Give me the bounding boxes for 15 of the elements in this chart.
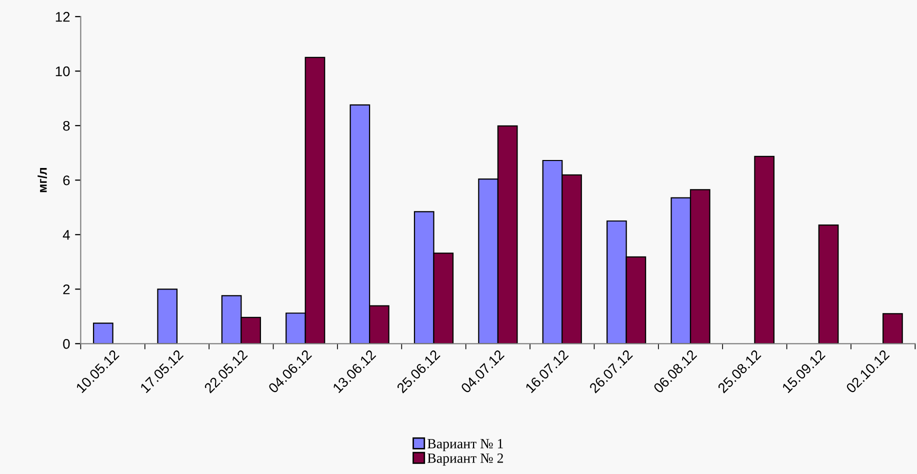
y-tick-label: 6 [63,175,70,186]
y-tick-label: 12 [56,12,70,22]
y-axis-title: мг/л [38,168,47,192]
y-tick-label: 4 [62,230,70,240]
bar [92,322,114,344]
bar [818,224,839,344]
y-tick-label: 10 [56,66,70,76]
bar [882,313,903,344]
legend-label: Вариант № 2 [428,454,503,466]
bar [754,156,775,344]
y-tick-label: 0 [63,338,70,349]
y-tick-label: 8 [63,120,70,131]
legend-label: Вариант № 1 [428,439,503,452]
bar [157,288,178,344]
y-tick-label: 2 [63,284,70,294]
